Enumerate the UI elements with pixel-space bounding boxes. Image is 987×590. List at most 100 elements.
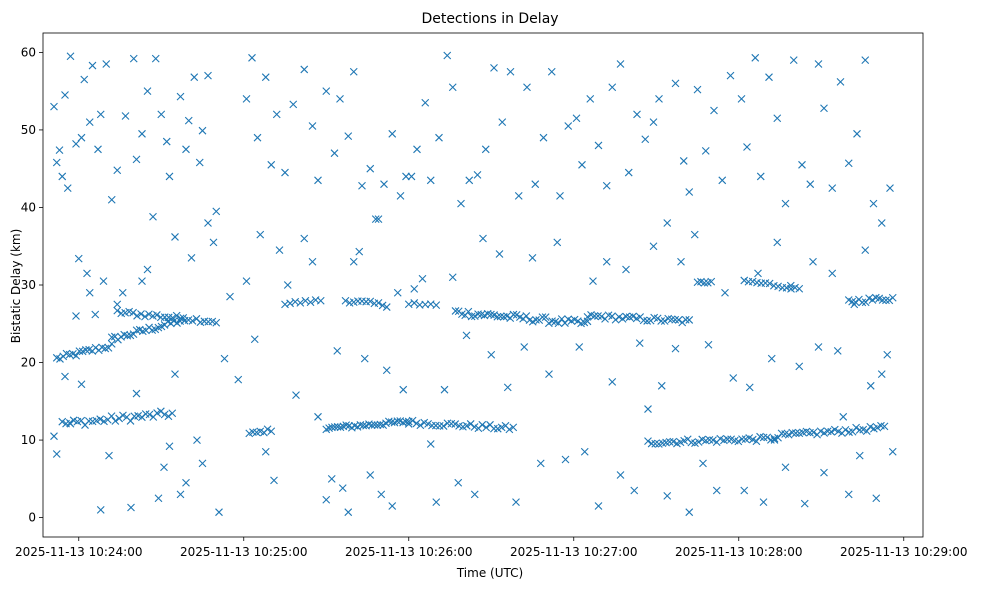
data-point <box>851 298 860 306</box>
data-point <box>493 312 502 321</box>
data-point <box>503 383 512 392</box>
y-axis: 0 10 20 30 40 50 60 <box>21 45 43 525</box>
data-point <box>556 191 564 200</box>
data-point <box>665 437 674 446</box>
data-point <box>393 417 402 426</box>
data-point <box>635 339 644 348</box>
data-point <box>451 420 460 428</box>
data-point <box>866 381 875 390</box>
data-point <box>509 310 518 319</box>
data-point <box>113 306 122 315</box>
data-point <box>250 335 259 344</box>
data-point <box>132 389 141 398</box>
data-point <box>267 427 276 436</box>
data-point <box>113 300 122 309</box>
data-point <box>388 502 397 510</box>
data-point <box>578 160 586 169</box>
data-point <box>653 314 662 323</box>
data-point <box>50 102 58 111</box>
data-point <box>188 317 197 325</box>
data-point <box>833 347 842 355</box>
data-point <box>868 296 877 304</box>
data-point <box>663 219 672 227</box>
data-point <box>497 423 506 432</box>
data-point <box>195 158 204 167</box>
data-point <box>440 385 449 394</box>
data-point <box>184 116 193 125</box>
data-point <box>679 157 688 165</box>
data-point <box>791 429 800 438</box>
data-point <box>671 344 680 353</box>
data-point <box>145 310 153 319</box>
data-point <box>242 95 251 103</box>
data-point <box>624 168 633 177</box>
data-point <box>152 311 161 319</box>
data-point <box>410 299 419 307</box>
data-point <box>474 310 482 319</box>
data-point <box>531 180 540 189</box>
data-point <box>710 106 718 115</box>
data-point <box>694 438 703 446</box>
data-point <box>487 350 496 359</box>
data-point <box>798 160 806 169</box>
data-point <box>853 129 861 138</box>
data-point <box>165 172 174 181</box>
data-point <box>470 490 479 499</box>
data-point <box>827 427 836 436</box>
data-point <box>242 277 251 286</box>
data-point <box>858 298 867 307</box>
data-point <box>421 98 430 107</box>
data-point <box>215 508 223 517</box>
data-point <box>366 297 375 306</box>
data-point <box>466 420 475 428</box>
data-point <box>878 296 887 304</box>
data-point <box>669 437 678 446</box>
data-point <box>481 145 490 154</box>
data-point <box>880 422 889 431</box>
data-point <box>844 490 853 499</box>
data-point <box>855 451 864 460</box>
chart-title: Detections in Delay <box>421 11 558 27</box>
data-point <box>644 437 652 446</box>
data-point <box>765 279 774 288</box>
data-point <box>80 75 89 84</box>
data-point <box>292 391 300 399</box>
data-point <box>828 269 837 278</box>
data-point <box>784 430 793 439</box>
data-point <box>50 432 58 441</box>
data-point <box>168 409 177 418</box>
data-point <box>102 60 111 68</box>
data-point <box>176 92 185 101</box>
data-point <box>99 277 108 286</box>
data-point <box>432 498 441 506</box>
data-point <box>506 67 515 76</box>
data-point <box>314 176 322 185</box>
data-point <box>888 293 897 302</box>
y-tick-label: 0 <box>28 511 36 525</box>
data-point <box>435 133 443 142</box>
data-point <box>721 288 729 297</box>
data-point <box>616 60 625 68</box>
data-point <box>85 118 94 127</box>
data-point <box>580 447 589 456</box>
y-tick-label: 50 <box>21 123 36 137</box>
data-point <box>773 238 782 247</box>
data-point <box>267 160 276 169</box>
detection-points <box>50 51 897 517</box>
data-point <box>765 73 773 82</box>
data-point <box>644 405 652 413</box>
data-point <box>261 447 270 456</box>
x-axis-label: Time (UTC) <box>456 566 523 580</box>
data-point <box>107 340 116 348</box>
data-point <box>800 499 809 508</box>
data-point <box>96 505 105 514</box>
data-point <box>113 166 122 175</box>
data-point <box>439 422 448 430</box>
data-point <box>479 234 487 243</box>
data-point <box>138 277 146 286</box>
data-point <box>590 312 599 320</box>
data-point <box>193 436 201 444</box>
data-point <box>301 296 310 305</box>
data-point <box>94 145 102 154</box>
